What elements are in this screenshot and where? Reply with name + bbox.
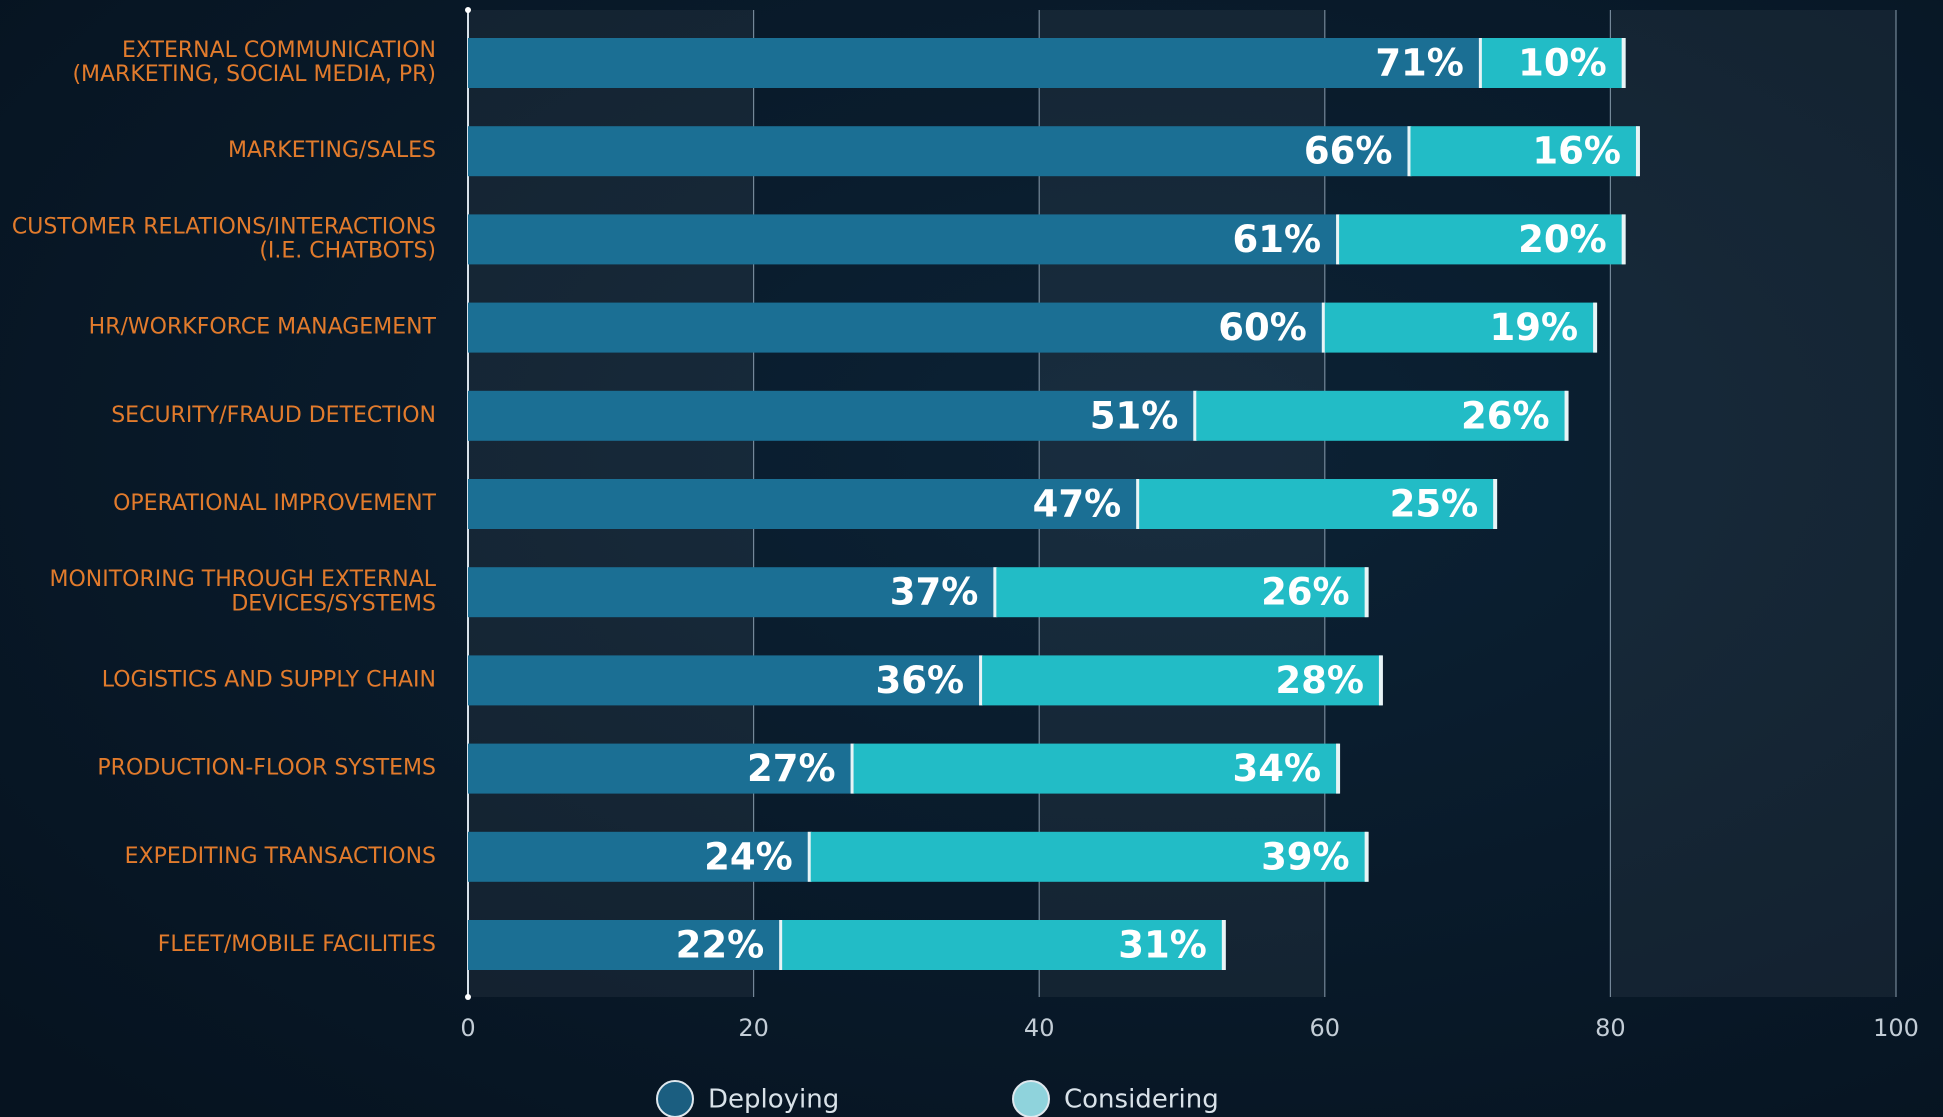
- bar-segment: [468, 567, 997, 618]
- category-label: FLEET/MOBILE FACILITIES: [158, 932, 436, 957]
- segment-divider: [850, 743, 855, 794]
- segment-divider: [1593, 302, 1598, 353]
- segment-divider: [1193, 390, 1198, 441]
- category-label: EXTERNAL COMMUNICATION (MARKETING, SOCIAL…: [72, 38, 436, 87]
- value-label: 10%: [1518, 42, 1607, 85]
- x-tick-label: 60: [1310, 1014, 1341, 1042]
- value-label: 16%: [1532, 130, 1621, 173]
- bar-segment: [996, 567, 1368, 618]
- bar-segment: [468, 390, 1197, 441]
- category-label: HR/WORKFORCE MANAGEMENT: [89, 315, 437, 340]
- category-label: LOGISTICS AND SUPPLY CHAIN: [102, 667, 436, 692]
- bar-segment: [468, 126, 1411, 177]
- segment-divider: [1635, 126, 1640, 177]
- value-label: 22%: [676, 924, 765, 967]
- legend-swatch: [1012, 1080, 1050, 1117]
- value-label: 31%: [1118, 924, 1207, 967]
- value-label: 66%: [1304, 130, 1393, 173]
- bar-segment: [853, 743, 1340, 794]
- segment-divider: [1136, 479, 1141, 529]
- segment-divider: [993, 567, 998, 618]
- value-label: 26%: [1261, 571, 1350, 614]
- value-label: 27%: [747, 747, 836, 790]
- bar-segment: [1324, 302, 1597, 353]
- segment-divider: [1621, 214, 1626, 265]
- legend-label: Deploying: [708, 1085, 839, 1115]
- value-label: 61%: [1233, 218, 1322, 261]
- segment-divider: [1364, 831, 1369, 882]
- column-band: [1610, 10, 1896, 997]
- segment-divider: [979, 655, 984, 706]
- category-label: MARKETING/SALES: [228, 138, 436, 163]
- value-label: 28%: [1275, 659, 1364, 702]
- legend-swatch: [656, 1080, 694, 1117]
- bar-segment: [468, 831, 811, 882]
- value-label: 34%: [1233, 747, 1322, 790]
- segment-divider: [1493, 479, 1498, 529]
- segment-divider: [1378, 655, 1383, 706]
- bar-segment: [1481, 38, 1625, 88]
- value-label: 26%: [1461, 394, 1550, 437]
- x-tick-label: 40: [1024, 1014, 1055, 1042]
- value-label: 19%: [1490, 306, 1579, 349]
- value-label: 25%: [1390, 483, 1479, 526]
- value-label: 24%: [704, 835, 793, 878]
- value-label: 51%: [1090, 394, 1179, 437]
- bar-segment: [1196, 390, 1568, 441]
- x-tick-label: 80: [1595, 1014, 1626, 1042]
- x-tick-label: 100: [1873, 1014, 1919, 1042]
- value-label: 36%: [876, 659, 965, 702]
- axis-end: [465, 7, 471, 13]
- bar-segment: [1410, 126, 1639, 177]
- value-label: 60%: [1218, 306, 1307, 349]
- bar-segment: [782, 920, 1225, 970]
- segment-divider: [1336, 743, 1341, 794]
- bar-segment: [468, 214, 1340, 265]
- segment-divider: [1621, 38, 1626, 88]
- segment-divider: [779, 920, 784, 970]
- bar-segment: [810, 831, 1368, 882]
- legend-label: Considering: [1064, 1085, 1219, 1115]
- bar-segment: [468, 302, 1325, 353]
- category-label: EXPEDITING TRANSACTIONS: [125, 844, 436, 869]
- segment-divider: [807, 831, 812, 882]
- segment-divider: [1321, 302, 1326, 353]
- category-label: SECURITY/FRAUD DETECTION: [111, 403, 436, 428]
- segment-divider: [1364, 567, 1369, 618]
- value-label: 39%: [1261, 835, 1350, 878]
- category-label: MONITORING THROUGH EXTERNAL DEVICES/SYSTE…: [49, 567, 436, 616]
- value-label: 71%: [1375, 42, 1464, 85]
- bar-segment: [1339, 214, 1625, 265]
- bar-segment: [982, 655, 1382, 706]
- value-label: 37%: [890, 571, 979, 614]
- bar-segment: [468, 920, 783, 970]
- bar-segment: [468, 479, 1140, 529]
- segment-divider: [1221, 920, 1226, 970]
- segment-divider: [1336, 214, 1341, 265]
- category-label: PRODUCTION-FLOOR SYSTEMS: [97, 756, 436, 781]
- bar-segment: [468, 743, 854, 794]
- x-tick-label: 0: [460, 1014, 475, 1042]
- category-label: OPERATIONAL IMPROVEMENT: [113, 491, 436, 516]
- segment-divider: [1478, 38, 1483, 88]
- bar-segment: [468, 655, 983, 706]
- bar-segment: [1139, 479, 1497, 529]
- segment-divider: [1564, 390, 1569, 441]
- axis-end: [465, 994, 471, 1000]
- category-label: CUSTOMER RELATIONS/INTERACTIONS (I.E. CHA…: [12, 214, 436, 263]
- value-label: 20%: [1518, 218, 1607, 261]
- value-label: 47%: [1033, 483, 1122, 526]
- x-tick-label: 20: [738, 1014, 769, 1042]
- segment-divider: [1407, 126, 1412, 177]
- bar-segment: [468, 38, 1482, 88]
